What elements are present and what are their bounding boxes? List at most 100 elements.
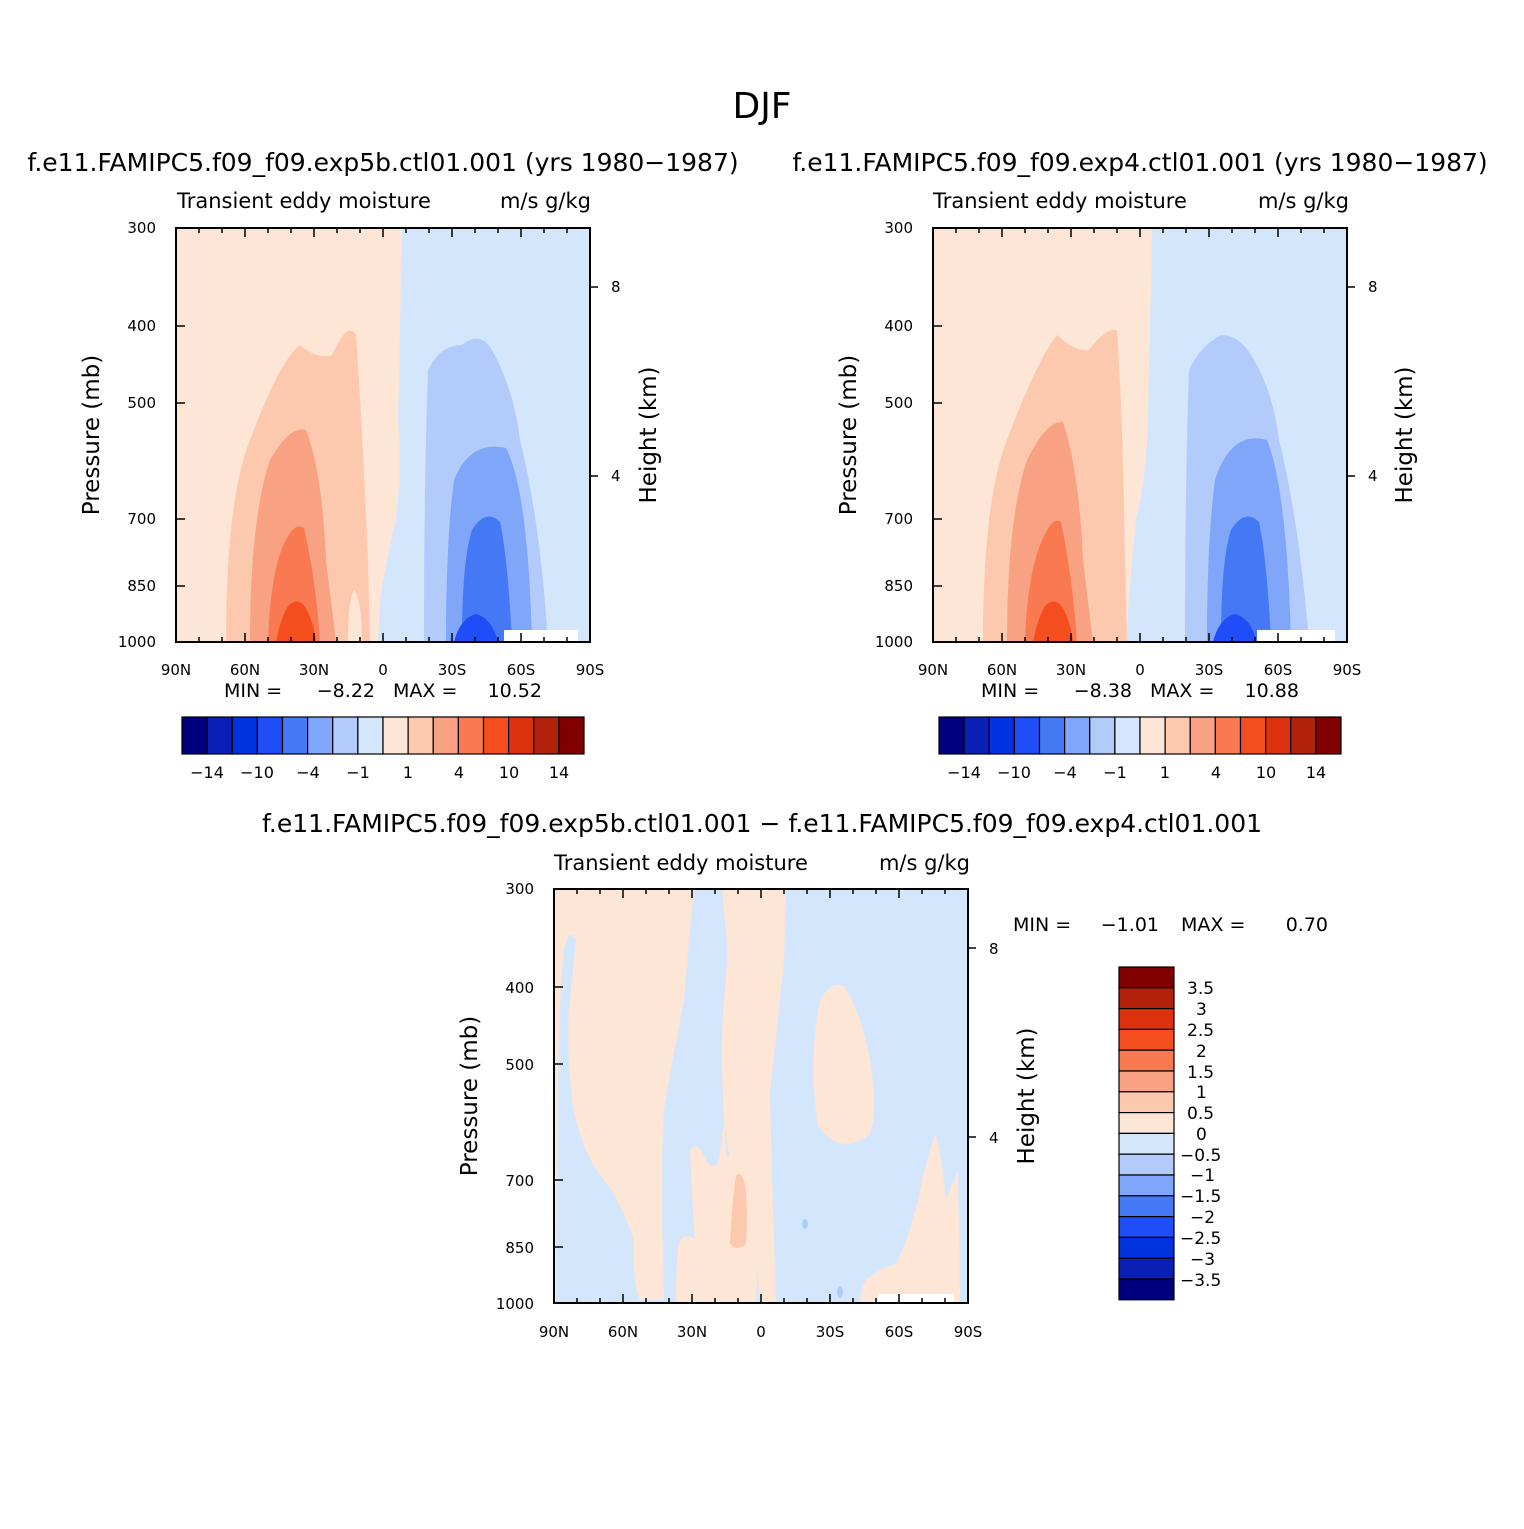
colorbar-box	[307, 716, 334, 755]
panel-3-right-axis: 8 4 Height (km)	[989, 940, 1040, 1165]
panel-2-case-title: f.e11.FAMIPC5.f09_f09.exp4.ctl01.001 (yr…	[792, 148, 1487, 177]
panel-3-y-tick: 400	[505, 979, 534, 997]
colorbar-box	[1118, 1215, 1175, 1238]
panel-2-left-axis: 300 400 500 700 850 1000 Pressure (mb)	[836, 219, 913, 651]
panel-1-x-tick: 30N	[299, 661, 329, 679]
panel-2-colorbar-label: 10	[1256, 763, 1276, 782]
colorbar-box	[407, 716, 434, 755]
panel-1-y2-label: Height (km)	[636, 366, 662, 503]
panel-2-right-axis: 8 4 Height (km)	[1368, 278, 1418, 504]
colorbar-box	[938, 716, 965, 755]
panel-3-colorbar-label: −1.5	[1180, 1187, 1221, 1207]
panel-2-y-tick: 850	[884, 577, 913, 595]
colorbar-box	[1118, 1049, 1175, 1072]
panel-3-x-tick: 0	[756, 1323, 766, 1341]
panel-1-colorbar: −14 −10 −4 −1 1 4 10 14	[181, 716, 585, 782]
colorbar-box	[1239, 716, 1267, 755]
panel-2-colorbar: −14 −10 −4 −1 1 4 10 14	[938, 716, 1342, 782]
panel-3-y-label: Pressure (mb)	[457, 1016, 483, 1176]
panel-1-x-tick: 90S	[576, 661, 605, 679]
colorbar-box	[1214, 716, 1242, 755]
colorbar-box	[1114, 716, 1141, 755]
panel-1-right-axis: 8 4 Height (km)	[611, 278, 662, 504]
panel-1-y-tick: 850	[127, 577, 156, 595]
panel-3-colorbar-label: 2	[1196, 1042, 1207, 1062]
panel-3-case-title: f.e11.FAMIPC5.f09_f09.exp5b.ctl01.001 − …	[262, 809, 1262, 838]
panel-1-y2-tick: 8	[611, 278, 621, 296]
panel-3-y2-tick: 4	[989, 1129, 999, 1147]
panel-3-colorbar-label: 3.5	[1187, 979, 1214, 999]
colorbar-box	[256, 716, 284, 755]
colorbar-box	[1189, 716, 1216, 755]
panel-1-x-tick: 60S	[507, 661, 536, 679]
panel-1-y-tick: 300	[127, 219, 156, 237]
colorbar-box	[1118, 1174, 1175, 1197]
panel-3-x-tick: 30S	[816, 1323, 845, 1341]
panel-3-colorbar-label: −3	[1190, 1250, 1215, 1270]
panel-2-colorbar-label: −1	[1103, 763, 1127, 782]
panel-3-colorbar-label: 1.5	[1187, 1063, 1214, 1083]
panel-3-min-value: −1.01	[1101, 914, 1159, 936]
colorbar-box	[432, 716, 459, 755]
panel-2-y-tick: 1000	[875, 633, 913, 651]
panel-2-x-tick: 60N	[987, 661, 1017, 679]
panel-1-x-axis: 90N 60N 30N 0 30S 60S 90S	[161, 661, 604, 679]
panel-2-colorbar-label: 4	[1211, 763, 1221, 782]
panel-2-y-tick: 400	[884, 317, 913, 335]
panel-2-x-tick: 30S	[1195, 661, 1224, 679]
panel-1-colorbar-label: 14	[549, 763, 569, 782]
colorbar-box	[1038, 716, 1066, 755]
panel-1: f.e11.FAMIPC5.f09_f09.exp5b.ctl01.001 (y…	[27, 148, 738, 782]
colorbar-box	[1265, 716, 1292, 755]
panel-2-subtitle-left: Transient eddy moisture	[932, 189, 1187, 213]
colorbar-box	[1064, 716, 1091, 755]
panel-1-colorbar-label: −10	[240, 763, 274, 782]
colorbar-box	[1118, 1007, 1175, 1030]
colorbar-box	[1118, 1132, 1175, 1155]
panel-2-x-tick: 90S	[1333, 661, 1362, 679]
panel-2-y2-tick: 8	[1368, 278, 1378, 296]
panel-2-y2-label: Height (km)	[1392, 366, 1418, 503]
panel-1-plot-area	[175, 227, 591, 643]
colorbar-box	[1118, 1236, 1175, 1259]
panel-2-x-axis: 90N 60N 30N 0 30S 60S 90S	[918, 661, 1361, 679]
colorbar-box	[1118, 1091, 1175, 1114]
panel-3-x-tick: 90N	[539, 1323, 569, 1341]
panel-1-x-tick: 90N	[161, 661, 191, 679]
panel-2-max-value: 10.88	[1245, 680, 1299, 702]
panel-1-x-tick: 0	[378, 661, 388, 679]
panel-3-x-axis: 90N 60N 30N 0 30S 60S 90S	[539, 1323, 982, 1341]
colorbar-box	[1164, 716, 1191, 755]
panel-1-x-tick: 60N	[230, 661, 260, 679]
colorbar-box	[332, 716, 359, 755]
panel-3-colorbar-label: 3	[1196, 1000, 1207, 1020]
colorbar-box	[1139, 716, 1166, 755]
panel-3-colorbar-label: 1	[1196, 1083, 1207, 1103]
panel-3-x-tick: 60S	[885, 1323, 914, 1341]
colorbar-box	[533, 716, 560, 755]
panel-2-min-label: MIN =	[981, 680, 1039, 702]
panel-1-y-tick: 1000	[118, 633, 156, 651]
panel-2-max-label: MAX =	[1150, 680, 1214, 702]
panel-1-subtitle-left: Transient eddy moisture	[176, 189, 431, 213]
panel-1-y-tick: 700	[127, 510, 156, 528]
colorbar-box	[181, 716, 208, 755]
panel-3-min-label: MIN =	[1013, 914, 1071, 936]
panel-3-max-value: 0.70	[1286, 914, 1328, 936]
panel-3-subtitle-right: m/s g/kg	[879, 851, 970, 875]
colorbar-box	[1118, 1195, 1175, 1218]
colorbar-box	[206, 716, 233, 755]
colorbar-box	[1118, 1153, 1175, 1176]
panel-1-min-max: MIN = −8.22 MAX = 10.52	[224, 680, 542, 702]
panel-2-plot-area	[932, 227, 1348, 643]
panel-3-y2-label: Height (km)	[1014, 1027, 1040, 1164]
colorbar-box	[1089, 716, 1116, 755]
panel-1-colorbar-boxes	[181, 716, 585, 755]
panel-3-colorbar-label: −3.5	[1180, 1271, 1221, 1291]
panel-3-x-tick: 60N	[608, 1323, 638, 1341]
panel-2-min-value: −8.38	[1074, 680, 1132, 702]
colorbar-box	[1013, 716, 1041, 755]
panel-3-left-axis: 300 400 500 700 850 1000 Pressure (mb)	[457, 880, 534, 1313]
panel-1-colorbar-label: −14	[190, 763, 224, 782]
